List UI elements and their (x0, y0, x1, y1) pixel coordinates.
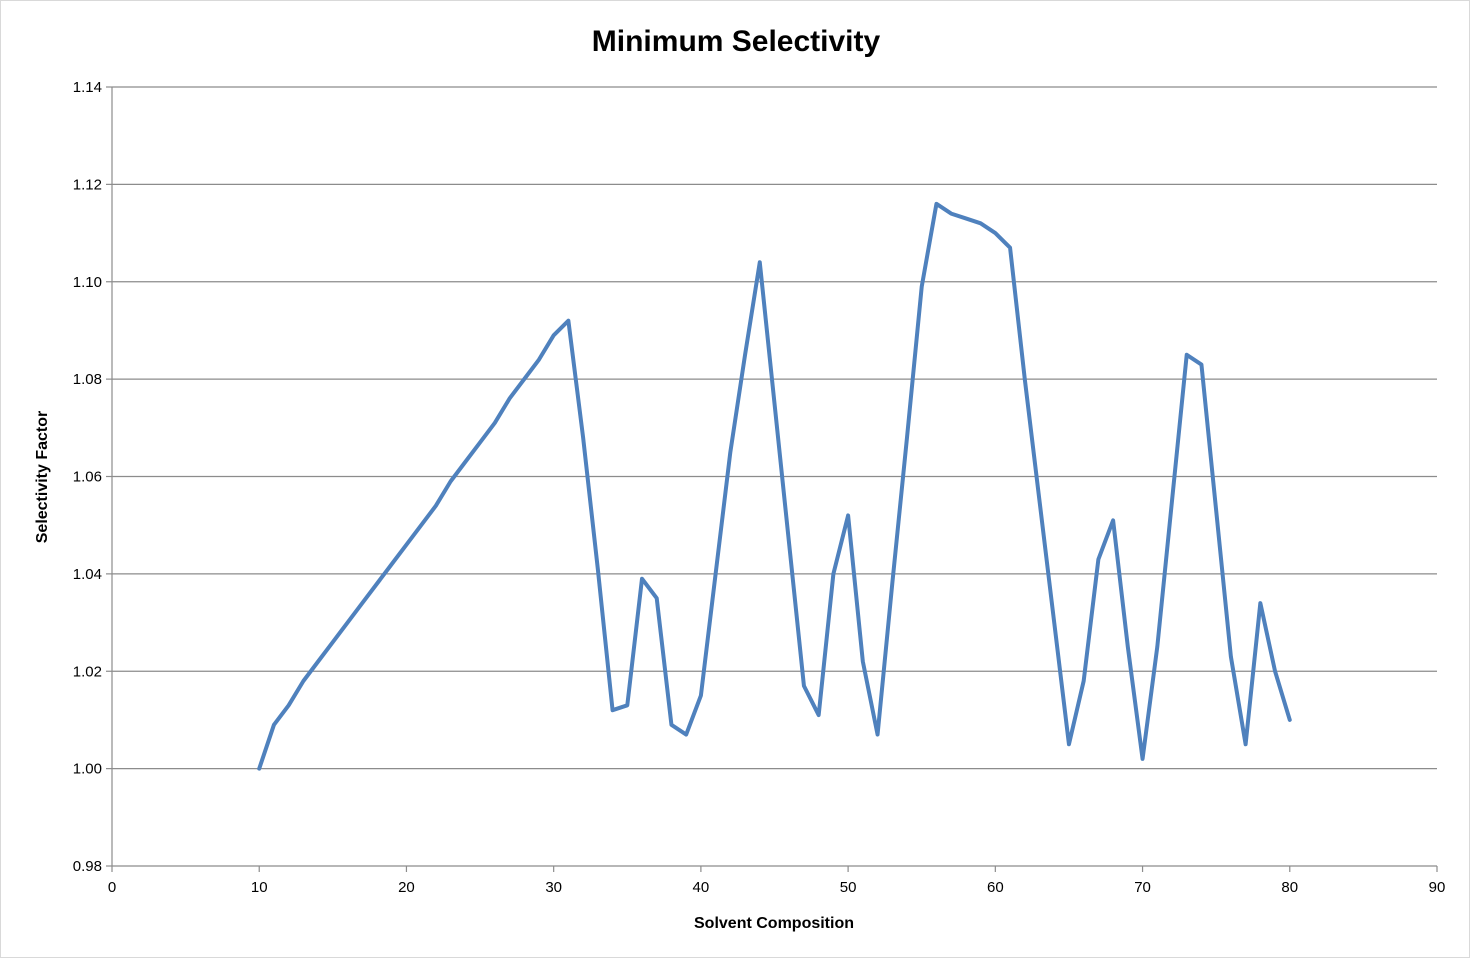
x-tick-label: 30 (545, 879, 562, 896)
x-tick-label: 20 (398, 879, 415, 896)
y-tick-label: 1.08 (73, 371, 102, 388)
y-tick-label: 1.06 (73, 469, 102, 486)
x-tick-label: 80 (1281, 879, 1298, 896)
y-tick-label: 1.02 (73, 663, 102, 680)
series-layer (257, 201, 1292, 771)
series-line (257, 201, 1292, 771)
x-tick-label: 0 (108, 879, 116, 896)
y-tick-label: 1.10 (73, 274, 102, 291)
axes (106, 86, 1438, 872)
x-axis-label: Solvent Composition (694, 915, 854, 932)
gridlines (112, 86, 1437, 770)
y-tick-label: 0.98 (73, 858, 102, 875)
y-tick-label: 1.04 (73, 566, 102, 583)
x-tick-label: 70 (1134, 879, 1151, 896)
y-tick-label: 1.00 (73, 761, 102, 778)
x-tick-label: 60 (987, 879, 1004, 896)
y-tick-label: 1.12 (73, 176, 102, 193)
x-tick-label: 50 (840, 879, 857, 896)
x-tick-label: 40 (693, 879, 710, 896)
y-axis-label: Selectivity Factor (34, 411, 51, 544)
y-tick-label: 1.14 (73, 79, 102, 96)
tick-labels: 0.98 1.00 1.02 1.04 1.06 1.08 1.10 1.12 1.14 0 10 2… (73, 79, 1446, 896)
x-tick-label: 10 (251, 879, 268, 896)
chart-title: Minimum Selectivity (592, 25, 881, 58)
x-tick-label: 90 (1429, 879, 1446, 896)
